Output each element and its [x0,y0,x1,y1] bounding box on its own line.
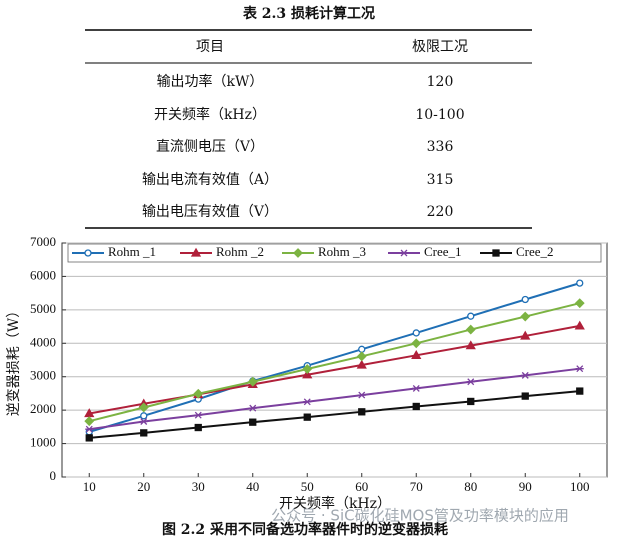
figure-caption: 图 2.2 采用不同备选功率器件时的逆变器损耗 [162,521,448,538]
table-cell: 输出功率（kW） [157,73,264,90]
marker [576,279,584,287]
table-cell: 开关频率（kHz） [154,106,266,123]
plot-frame [61,242,608,478]
table-cell: 315 [427,172,454,188]
marker [520,311,531,322]
marker [465,324,476,335]
legend-label: Cree_1 [424,244,462,259]
y-tick-label: 7000 [30,234,56,249]
marker [574,298,585,309]
series-line [89,324,580,415]
y-tick-label: 2000 [30,401,56,416]
marker [248,404,257,412]
table-cell: 336 [427,139,454,155]
marker [465,340,476,350]
table-cell: 10-100 [415,107,464,123]
y-tick-label: 4000 [30,334,56,349]
watermark: 公众号 · SiC碳化硅MOS管及功率模块的应用 [271,507,569,525]
marker [574,320,585,330]
x-tick-label: 80 [464,479,477,494]
y-tick-label: 1000 [30,435,56,450]
table-cell: 输出电压有效值（V） [142,204,278,220]
marker [467,397,475,406]
marker [576,387,584,395]
table-cell: 输出电流有效值（A） [142,172,278,188]
marker [303,398,312,406]
x-tick-label: 40 [246,479,259,494]
x-tick-label: 100 [570,479,590,494]
marker [303,413,311,421]
marker [194,411,203,419]
marker [302,364,313,374]
x-tick-label: 50 [301,479,314,494]
x-axis-label: 开关频率（kHz） [279,495,391,512]
x-tick-label: 30 [192,479,205,494]
table-cell: 220 [427,204,454,220]
legend-marker [84,249,92,257]
marker [467,312,475,320]
series-line [89,367,580,431]
marker [84,416,95,427]
marker [357,391,366,399]
series-line [89,390,580,439]
marker [411,350,422,359]
marker [140,412,148,420]
marker [358,345,366,353]
legend-box [67,243,602,263]
marker [412,329,420,337]
marker [85,425,94,433]
legend-marker [190,247,202,257]
marker [521,392,529,400]
marker [521,371,530,379]
legend-label: Rohm _2 [216,244,264,259]
legend-marker [492,249,500,257]
marker [85,434,93,442]
marker [249,418,257,426]
marker [193,388,204,399]
marker [520,330,531,340]
y-axis-label: 逆变器损耗（W） [6,304,22,416]
legend-marker [400,249,408,257]
series-line [88,282,581,433]
marker [356,351,367,362]
series-line [89,302,580,423]
table-cell: 直流侧电压（V） [156,138,264,155]
marker [247,376,258,387]
x-tick-label: 60 [355,479,368,494]
marker [138,402,149,413]
marker [140,429,148,437]
marker [412,384,421,392]
table-header: 项目 [196,39,224,55]
marker [356,359,367,369]
marker [302,369,313,379]
y-tick-label: 6000 [30,267,56,282]
marker [466,378,475,386]
x-tick-label: 10 [83,479,96,494]
marker [521,295,529,304]
marker [194,423,202,432]
x-tick-label: 70 [410,479,423,494]
marker [575,365,584,373]
legend-label: Cree_2 [516,244,554,259]
y-tick-label: 5000 [30,301,56,316]
legend-marker [293,248,303,258]
marker [358,408,366,416]
table-cell: 120 [427,74,454,90]
marker [412,402,420,411]
x-tick-label: 20 [137,479,150,494]
y-tick-label: 0 [50,468,57,483]
marker [411,338,422,349]
legend-label: Rohm _3 [318,244,366,259]
y-tick-label: 3000 [30,368,56,383]
x-tick-label: 90 [519,479,532,494]
table-header: 极限工况 [412,39,468,55]
marker [139,418,148,425]
table-title: 表 2.3 损耗计算工况 [242,5,375,22]
legend-label: Rohm _1 [108,244,156,259]
